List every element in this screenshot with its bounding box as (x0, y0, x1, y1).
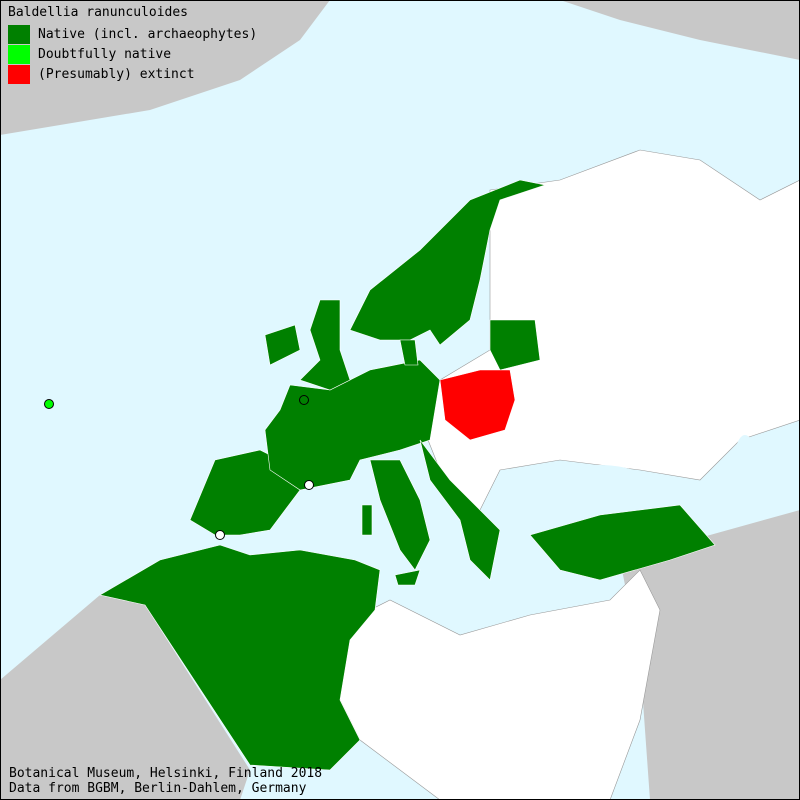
credits: Botanical Museum, Helsinki, Finland 2018… (9, 766, 322, 796)
native-swatch (8, 24, 30, 44)
doubtful-swatch (8, 44, 30, 64)
legend-item-doubtful: Doubtfully native (8, 44, 257, 64)
caspian-sea (733, 435, 757, 505)
no-record-point (215, 530, 225, 540)
legend: Baldellia ranunculoides Native (incl. ar… (8, 5, 257, 84)
legend-label: Doubtfully native (38, 46, 172, 62)
map-title: Baldellia ranunculoides (8, 5, 189, 20)
doubtful-point-azores (44, 399, 54, 409)
legend-item-native: Native (incl. archaeophytes) (8, 24, 257, 44)
native-point (299, 395, 309, 405)
legend-label: Native (incl. archaeophytes) (38, 26, 258, 42)
poland-extinct (439, 369, 516, 441)
black-sea (545, 465, 655, 515)
credit-line-1: Botanical Museum, Helsinki, Finland 2018 (9, 766, 323, 781)
legend-item-extinct: (Presumably) extinct (8, 64, 257, 84)
no-record-point (304, 480, 314, 490)
extinct-swatch (8, 64, 30, 84)
legend-label: (Presumably) extinct (38, 66, 195, 82)
native-areas (99, 179, 716, 771)
credit-line-2: Data from BGBM, Berlin-Dahlem, Germany (9, 781, 307, 796)
